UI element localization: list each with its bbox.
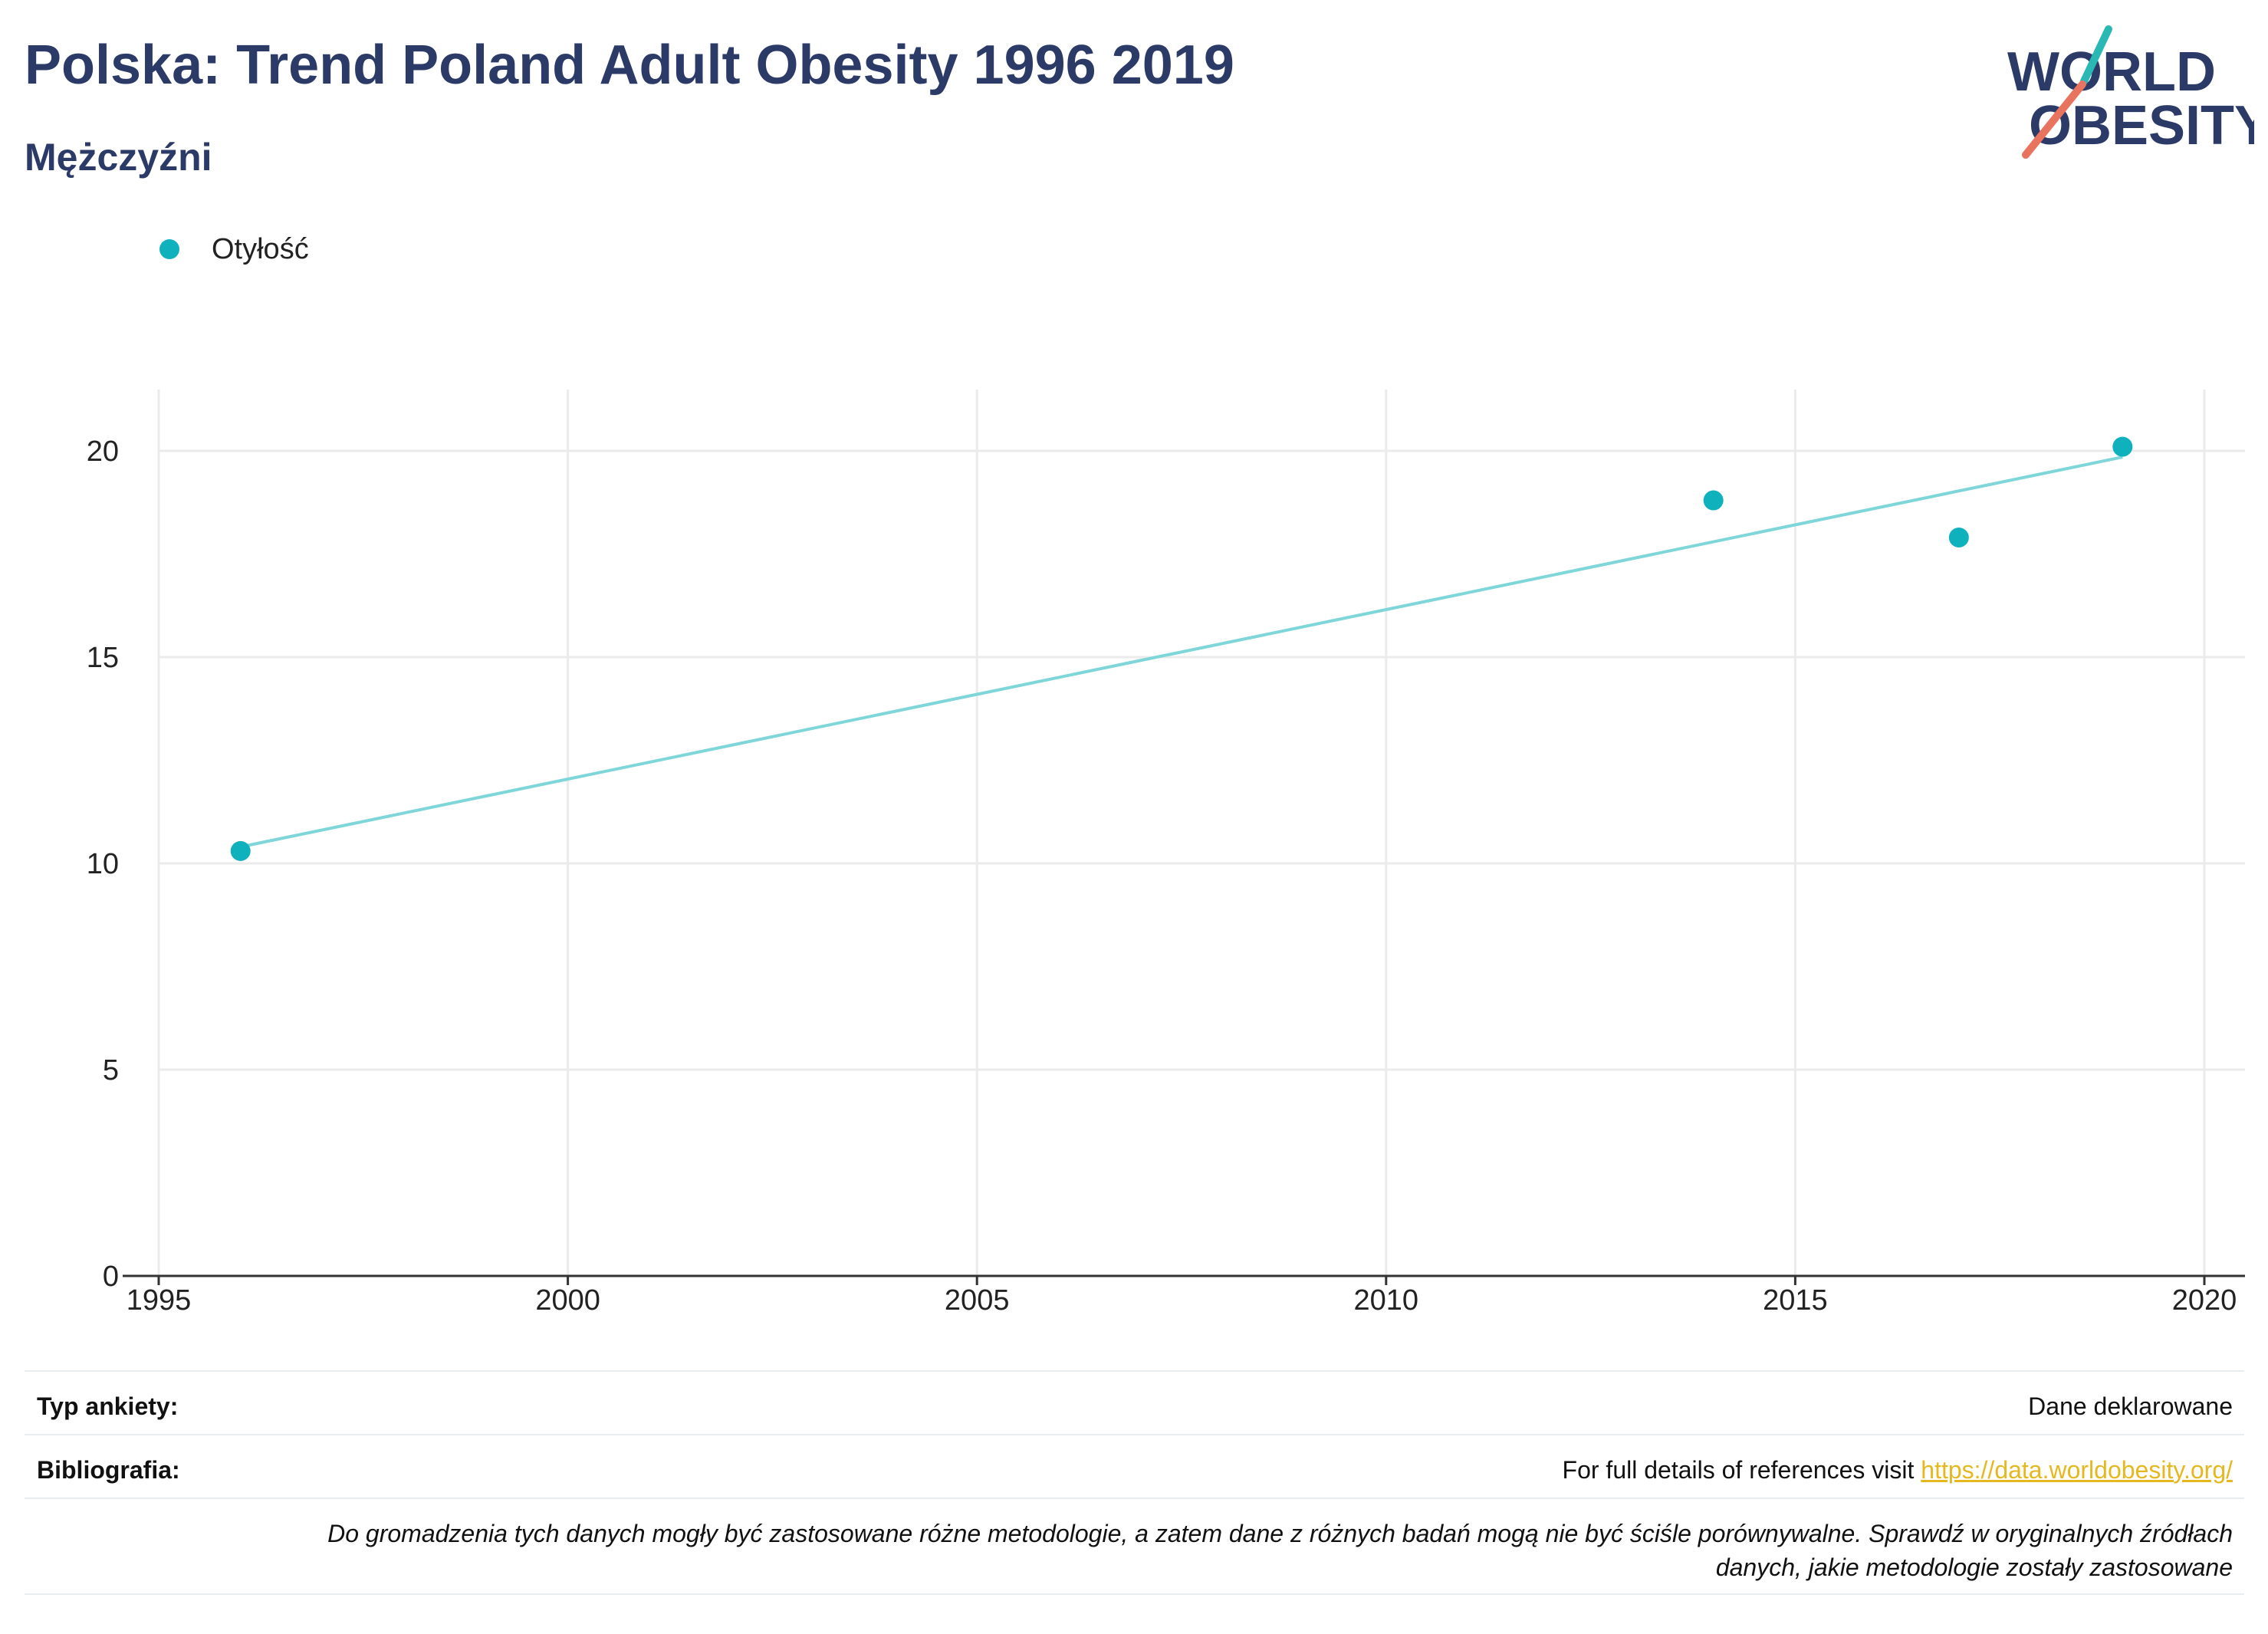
methodology-note-line-2: danych, jakie metodologie zostały zastos… <box>1715 1553 2233 1581</box>
logo-line-1: WORLD <box>2007 41 2216 103</box>
x-tick-label-2005: 2005 <box>945 1284 1010 1317</box>
data-point-2017 <box>1948 527 1969 547</box>
methodology-note-line-1: Do gromadzenia tych danych mogły być zas… <box>327 1520 2233 1547</box>
trendline-group <box>240 455 2123 849</box>
legend-label: Otyłość <box>212 232 309 265</box>
bibliography-text: For full details of references visit <box>1562 1455 1921 1484</box>
world-obesity-logo: WORLD OBESITY <box>2007 25 2254 159</box>
data-point-2014 <box>1703 490 1724 511</box>
axes <box>123 1274 2245 1285</box>
y-tick-label-10: 10 <box>87 848 119 880</box>
methodology-note: Do gromadzenia tych danych mogły być zas… <box>37 1517 2233 1584</box>
data-point-1996 <box>230 840 251 861</box>
y-tick-label-0: 0 <box>103 1261 119 1293</box>
x-tick-label-2020: 2020 <box>2172 1284 2237 1317</box>
bibliography-label: Bibliografia: <box>37 1455 180 1484</box>
tick-labels: 1995 2000 2005 2010 2015 2020 0 5 10 15 20 <box>87 436 2237 1317</box>
legend: Otyłość <box>159 230 309 268</box>
y-tick-label-5: 5 <box>103 1054 119 1087</box>
bibliography-row: Bibliografia: For full details of refere… <box>37 1453 2233 1487</box>
data-point-2019 <box>2112 436 2133 457</box>
scatter-chart: 1995 2000 2005 2010 2015 2020 0 5 10 15 20 <box>87 390 2245 1317</box>
footer-divider-4 <box>25 1593 2244 1595</box>
footer-divider-3 <box>25 1498 2244 1499</box>
x-tick-label-2000: 2000 <box>535 1284 600 1317</box>
bibliography-link[interactable]: https://data.worldobesity.org/ <box>1921 1455 2233 1484</box>
bibliography-value: For full details of references visit htt… <box>1563 1456 2233 1484</box>
x-tick-label-2010: 2010 <box>1354 1284 1419 1317</box>
x-tick-label-1995: 1995 <box>127 1284 192 1317</box>
data-points <box>230 436 2133 861</box>
logo-slash-red <box>2022 81 2086 159</box>
y-tick-label-15: 15 <box>87 642 119 674</box>
footer-divider-1 <box>25 1370 2244 1372</box>
chart-subtitle: Mężczyźni <box>25 136 212 179</box>
chart-title: Polska: Trend Poland Adult Obesity 1996 … <box>25 35 1234 96</box>
x-tick-label-2015: 2015 <box>1763 1284 1828 1317</box>
trendline <box>240 455 2123 849</box>
logo-slash-teal <box>2080 25 2112 85</box>
y-tick-label-20: 20 <box>87 436 119 468</box>
survey-type-value: Dane deklarowane <box>2028 1392 2233 1420</box>
footer-divider-2 <box>25 1434 2244 1435</box>
survey-type-row: Typ ankiety: Dane deklarowane <box>37 1389 2233 1423</box>
survey-type-label: Typ ankiety: <box>37 1392 179 1420</box>
legend-marker <box>159 239 179 259</box>
grid <box>157 390 2245 1276</box>
